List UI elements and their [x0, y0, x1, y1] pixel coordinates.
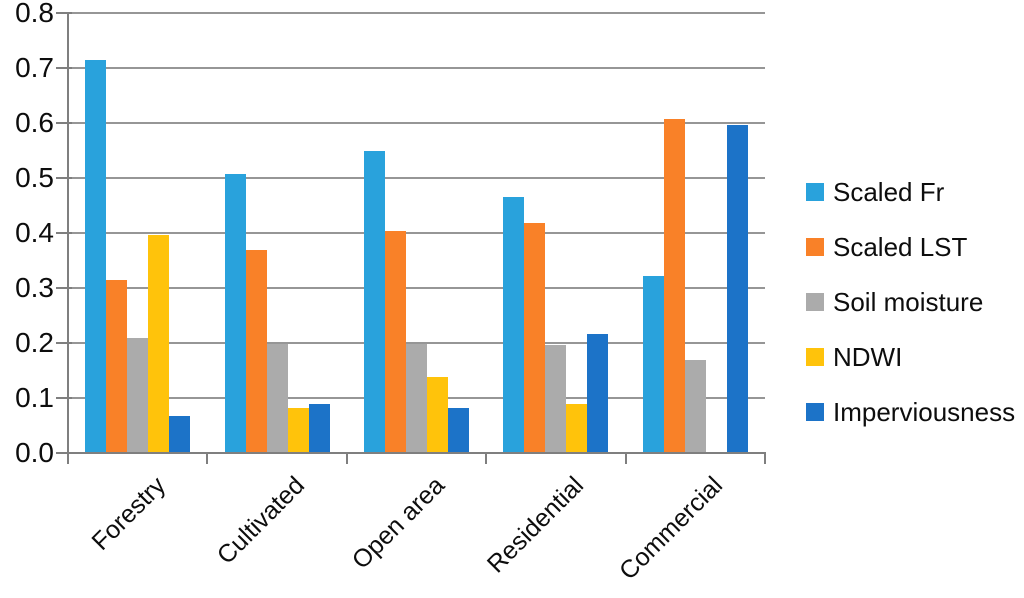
bar-soil-moisture-forestry — [127, 338, 149, 453]
x-category-label: Open area — [346, 471, 450, 575]
bar-ndwi-forestry — [148, 234, 170, 453]
y-tick — [56, 232, 72, 234]
bar-ndwi-open-area — [427, 376, 448, 453]
x-tick — [485, 452, 488, 464]
legend-label: Imperviousness — [833, 397, 1016, 427]
gridline — [68, 177, 765, 179]
legend-item-soil-moisture: Soil moisture — [806, 289, 1015, 315]
y-tick — [56, 12, 72, 14]
legend-item-scaled-lst: Scaled LST — [806, 234, 1015, 260]
bar-ndwi-cultivated — [287, 407, 309, 453]
gridline — [68, 232, 765, 234]
y-tick-label: 0.7 — [15, 52, 54, 83]
bar-scaled-lst-commercial — [663, 119, 685, 453]
y-tick-label: 0.2 — [15, 327, 54, 358]
legend-item-imperviousness: Imperviousness — [806, 399, 1015, 425]
bar-imperviousness-residential — [587, 334, 609, 453]
x-category-label: Cultivated — [211, 471, 311, 570]
y-tick — [56, 397, 72, 399]
legend-item-scaled-fr: Scaled Fr — [806, 179, 1015, 205]
x-axis-line — [67, 452, 766, 454]
y-tick — [56, 122, 72, 124]
y-tick — [56, 342, 72, 344]
bar-scaled-lst-open-area — [385, 230, 406, 453]
y-tick — [56, 67, 72, 69]
x-category-label: Residential — [481, 471, 589, 579]
gridline — [68, 12, 765, 14]
legend-swatch-icon — [806, 293, 824, 311]
x-tick — [764, 452, 766, 464]
x-tick — [206, 452, 209, 464]
legend-swatch-icon — [806, 403, 824, 421]
y-tick-label: 0.6 — [15, 107, 54, 138]
y-tick-label: 0.5 — [15, 162, 54, 193]
x-tick — [67, 452, 69, 464]
bar-soil-moisture-cultivated — [266, 343, 288, 453]
bar-ndwi-residential — [566, 403, 588, 453]
gridline — [68, 122, 765, 124]
bar-scaled-fr-forestry — [85, 59, 107, 453]
bar-imperviousness-forestry — [169, 415, 191, 453]
y-tick-label: 0.0 — [15, 437, 54, 468]
gridline — [68, 287, 765, 289]
y-tick-label: 0.4 — [15, 217, 54, 248]
bar-scaled-fr-open-area — [364, 151, 385, 453]
y-tick — [56, 452, 72, 454]
bar-imperviousness-open-area — [448, 407, 469, 453]
bar-soil-moisture-open-area — [406, 344, 427, 453]
y-tick-label: 0.8 — [15, 0, 54, 28]
legend: Scaled Fr Scaled LST Soil moisture NDWI Impe… — [806, 179, 1015, 454]
legend-label: NDWI — [833, 342, 903, 372]
bar-imperviousness-commercial — [726, 124, 748, 453]
gridline — [68, 342, 765, 344]
bar-scaled-fr-commercial — [642, 276, 664, 453]
legend-label: Scaled Fr — [833, 177, 945, 207]
bar-soil-moisture-residential — [545, 345, 567, 453]
legend-swatch-icon — [806, 183, 824, 201]
x-tick — [345, 452, 348, 464]
bar-scaled-fr-cultivated — [224, 173, 246, 453]
legend-swatch-icon — [806, 348, 824, 366]
legend-swatch-icon — [806, 238, 824, 256]
y-tick — [56, 177, 72, 179]
y-tick-label: 0.1 — [15, 382, 54, 413]
y-tick — [56, 287, 72, 289]
y-tick-label: 0.3 — [15, 272, 54, 303]
x-tick — [624, 452, 627, 464]
gridline — [68, 67, 765, 69]
bar-scaled-fr-residential — [503, 197, 525, 453]
legend-item-ndwi: NDWI — [806, 344, 1015, 370]
bar-imperviousness-cultivated — [308, 403, 330, 453]
legend-label: Scaled LST — [833, 232, 968, 262]
bar-scaled-lst-residential — [524, 223, 546, 453]
x-category-label: Forestry — [86, 471, 171, 556]
bar-scaled-lst-cultivated — [245, 250, 267, 453]
x-category-label: Commercial — [614, 471, 729, 586]
bar-soil-moisture-commercial — [684, 360, 706, 453]
legend-label: Soil moisture — [833, 287, 984, 317]
bar-scaled-lst-forestry — [106, 279, 128, 453]
